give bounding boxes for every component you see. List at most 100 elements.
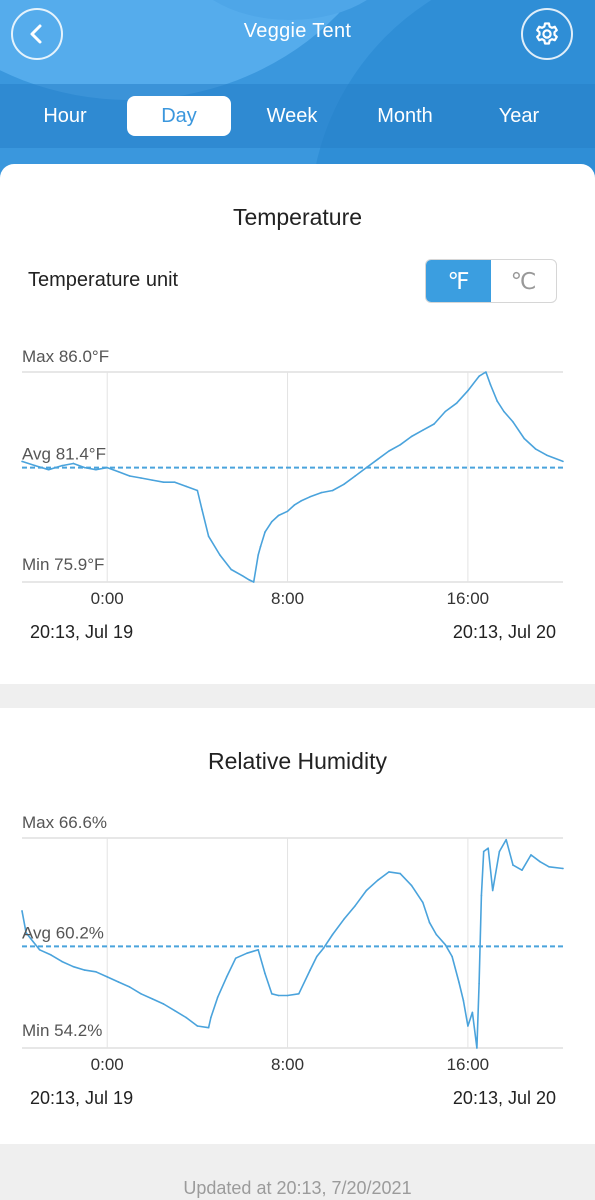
data-point — [264, 972, 266, 975]
data-point — [451, 955, 453, 958]
data-point — [72, 965, 75, 968]
data-point — [455, 402, 458, 404]
data-point — [478, 375, 480, 377]
data-point — [530, 854, 532, 856]
data-point — [485, 371, 487, 373]
data-point — [376, 458, 379, 461]
data-point — [196, 1025, 199, 1027]
data-point — [376, 879, 379, 882]
data-point — [498, 850, 501, 853]
data-point — [503, 410, 505, 413]
data-point — [83, 466, 86, 469]
min-label: Min 54.2% — [22, 1021, 102, 1040]
humidity-card: Relative Humidity Max 66.6% Min 54.2% Avg … — [0, 708, 595, 1144]
data-point — [225, 976, 228, 978]
data-point — [34, 464, 36, 467]
data-point — [257, 554, 260, 556]
data-point — [480, 894, 483, 897]
data-point — [174, 481, 176, 483]
data-point — [309, 495, 311, 498]
data-point — [421, 901, 424, 904]
data-point — [95, 970, 97, 973]
data-point — [248, 579, 251, 581]
app-header: Veggie Tent Hour Day Week Month Year — [0, 0, 595, 190]
data-point — [47, 468, 50, 471]
tab-month[interactable]: Month — [377, 105, 433, 127]
data-point — [140, 477, 142, 479]
data-point — [300, 500, 302, 502]
data-point — [277, 514, 280, 517]
data-point — [343, 483, 345, 486]
data-point — [316, 955, 318, 958]
data-point — [252, 581, 255, 583]
data-point — [331, 489, 334, 492]
data-point — [476, 1047, 478, 1049]
data-point — [21, 460, 23, 463]
data-point — [83, 969, 86, 971]
temperature-card: Temperature Temperature unit ℉ ℃ Max 86.… — [0, 164, 595, 684]
x-tick-label: 8:00 — [271, 589, 304, 608]
data-point — [72, 462, 75, 465]
data-point — [354, 904, 356, 907]
min-label: Min 75.9°F — [22, 555, 104, 574]
data-point — [117, 471, 120, 473]
data-point — [539, 860, 541, 863]
data-point — [95, 468, 97, 471]
data-point — [399, 443, 402, 446]
back-button[interactable] — [11, 8, 63, 60]
data-point — [259, 545, 262, 548]
humidity-chart: Max 66.6% Min 54.2% Avg 60.2% 0:00 8:00 16:00… — [21, 813, 564, 1108]
data-point — [399, 872, 402, 875]
x-tick-label: 0:00 — [91, 589, 124, 608]
data-point — [562, 460, 564, 463]
data-point — [467, 1025, 469, 1027]
data-point — [25, 932, 27, 934]
data-point — [201, 508, 203, 511]
data-point — [185, 485, 187, 488]
data-point — [365, 889, 368, 892]
data-point — [196, 489, 199, 492]
tab-year[interactable]: Year — [498, 105, 540, 127]
data-point — [343, 918, 345, 921]
settings-button[interactable] — [521, 8, 573, 60]
data-point — [207, 1026, 210, 1029]
range-end-label: 20:13, Jul 20 — [453, 1088, 556, 1108]
data-point — [433, 423, 435, 425]
data-point — [354, 475, 356, 477]
data-point — [219, 554, 221, 556]
data-point — [241, 574, 244, 577]
series-line — [21, 838, 564, 1049]
data-point — [505, 838, 507, 841]
data-point — [512, 864, 514, 866]
celsius-option[interactable]: ℃ — [510, 268, 537, 294]
data-point — [428, 921, 431, 924]
avg-label: Avg 60.2% — [22, 923, 104, 942]
fahrenheit-option[interactable]: ℉ — [426, 260, 491, 302]
data-point — [523, 437, 526, 440]
data-point — [491, 889, 494, 892]
data-point — [548, 865, 550, 868]
data-point — [50, 954, 52, 956]
data-point — [234, 957, 237, 960]
data-point — [128, 475, 131, 477]
range-start-label: 20:13, Jul 19 — [30, 622, 133, 642]
time-range-tabs: Hour Day Week Month Year — [0, 84, 595, 148]
updated-timestamp: Updated at 20:13, 7/20/2021 — [183, 1178, 412, 1198]
range-start-label: 20:13, Jul 19 — [30, 1088, 133, 1108]
data-point — [388, 871, 390, 873]
temperature-unit-toggle: ℉ ℃ — [425, 259, 557, 303]
gear-icon — [536, 22, 558, 45]
data-point — [534, 448, 537, 450]
x-tick-label: 0:00 — [91, 1055, 124, 1074]
tab-hour[interactable]: Hour — [43, 105, 87, 127]
data-point — [444, 943, 447, 946]
data-point — [388, 450, 390, 452]
tab-day[interactable]: Day — [127, 96, 231, 136]
data-point — [286, 510, 289, 513]
tab-week[interactable]: Week — [266, 105, 318, 127]
temperature-unit-label: Temperature unit — [28, 269, 179, 291]
data-point — [270, 520, 273, 523]
data-point — [521, 869, 523, 871]
data-point — [410, 435, 413, 438]
data-point — [545, 454, 548, 456]
